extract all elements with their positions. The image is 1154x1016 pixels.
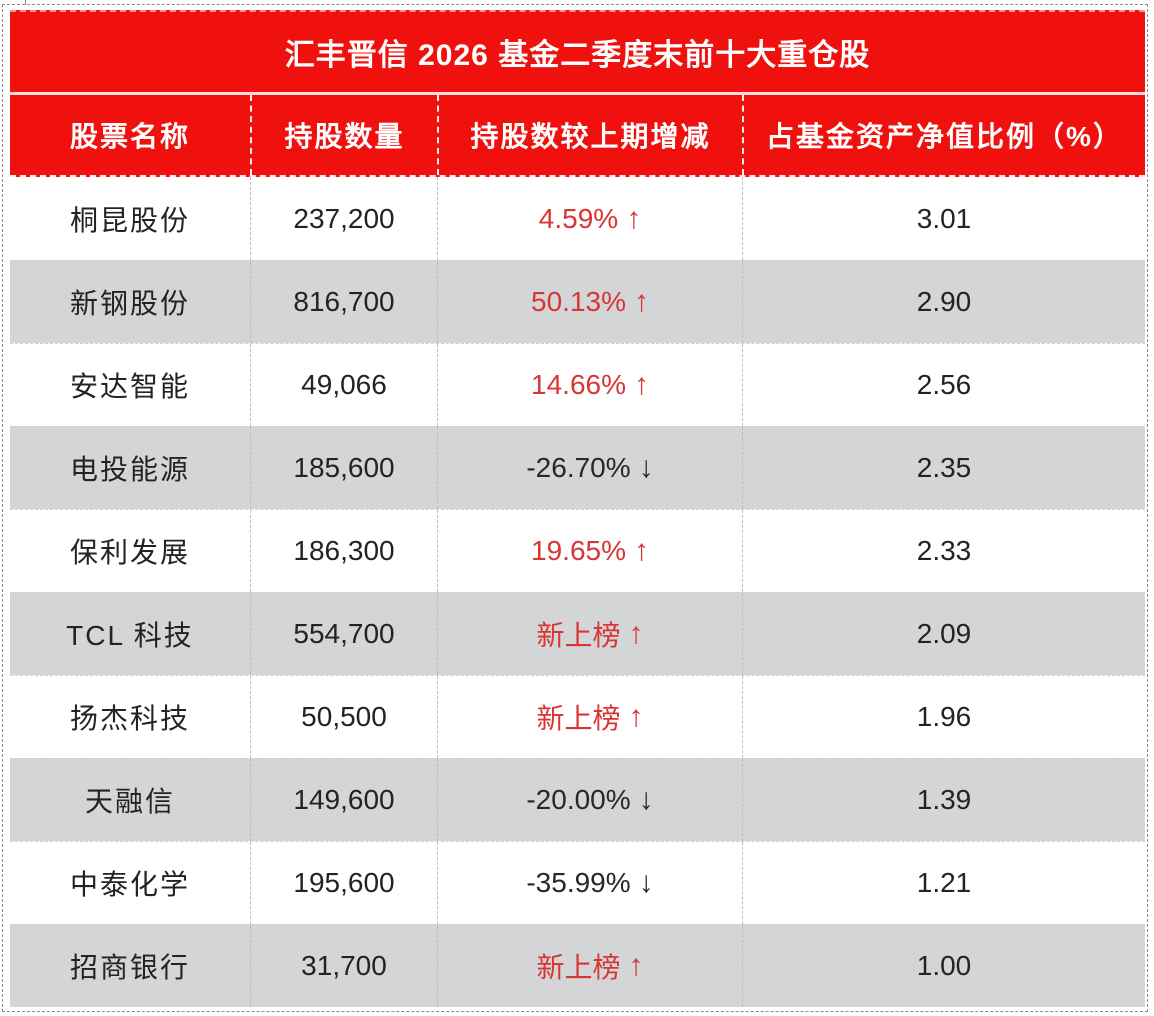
change-value: 14.66% — [531, 369, 626, 400]
change-cell: 4.59% ↑ — [437, 177, 742, 260]
quantity-cell: 149,600 — [250, 759, 437, 841]
change-cell: 新上榜 ↑ — [437, 925, 742, 1007]
nav-ratio-cell: 1.96 — [742, 676, 1145, 758]
nav-ratio-cell: 1.39 — [742, 759, 1145, 841]
quantity-cell: 816,700 — [250, 261, 437, 343]
trend-arrow-icon: ↑ — [633, 534, 649, 567]
quantity-cell: 31,700 — [250, 925, 437, 1007]
quantity-cell: 554,700 — [250, 593, 437, 675]
quantity-cell: 185,600 — [250, 427, 437, 509]
stock-name-cell: 保利发展 — [69, 537, 190, 568]
change-value: 19.65% — [531, 535, 626, 566]
quantity-cell: 237,200 — [250, 177, 437, 260]
table-row: 安达智能 49,066 14.66% ↑ 2.56 — [10, 343, 1145, 426]
table-row: 招商银行 31,700 新上榜 ↑ 1.00 — [10, 924, 1145, 1007]
header-cell-stock-name: 股票名称 — [69, 121, 190, 152]
change-cell: -35.99% ↓ — [437, 842, 742, 924]
nav-ratio-cell: 2.56 — [742, 344, 1145, 426]
change-value: 4.59% — [538, 202, 619, 234]
stock-name-cell: 天融信 — [84, 786, 175, 817]
trend-arrow-icon: ↑ — [626, 201, 642, 235]
change-value: 新上榜 — [536, 952, 621, 983]
table-body: 桐昆股份 237,200 4.59% ↑ 3.01 新钢股份 816,700 5… — [10, 177, 1145, 1007]
quantity-cell: 195,600 — [250, 842, 437, 924]
change-value: 50.13% — [531, 286, 626, 317]
nav-ratio-cell: 1.00 — [742, 925, 1145, 1007]
change-value: 新上榜 — [536, 620, 621, 651]
trend-arrow-icon: ↑ — [628, 617, 644, 650]
trend-arrow-icon: ↓ — [638, 783, 654, 816]
change-cell: 新上榜 ↑ — [437, 676, 742, 758]
stock-name-cell: TCL 科技 — [66, 620, 194, 651]
trend-arrow-icon: ↑ — [628, 700, 644, 733]
header-cell-quantity: 持股数量 — [250, 95, 437, 175]
table-row: 天融信 149,600 -20.00% ↓ 1.39 — [10, 758, 1145, 841]
table-row: 中泰化学 195,600 -35.99% ↓ 1.21 — [10, 841, 1145, 924]
nav-ratio-cell: 2.90 — [742, 261, 1145, 343]
stock-name-cell: 扬杰科技 — [69, 703, 190, 734]
stock-name-cell: 中泰化学 — [69, 869, 190, 900]
nav-ratio-cell: 2.33 — [742, 510, 1145, 592]
change-value: -20.00% — [526, 784, 631, 815]
header-cell-change: 持股数较上期增减 — [437, 95, 742, 175]
change-cell: 新上榜 ↑ — [437, 593, 742, 675]
nav-ratio-cell: 1.21 — [742, 842, 1145, 924]
change-value: -35.99% — [526, 867, 631, 898]
table-header-row: 股票名称 持股数量 持股数较上期增减 占基金资产净值比例（%） — [10, 95, 1145, 177]
trend-arrow-icon: ↑ — [633, 368, 649, 401]
change-cell: 50.13% ↑ — [437, 261, 742, 343]
nav-ratio-cell: 2.09 — [742, 593, 1145, 675]
quantity-cell: 50,500 — [250, 676, 437, 758]
change-value: -26.70% — [526, 452, 631, 483]
stock-name-cell: 桐昆股份 — [69, 204, 190, 236]
trend-arrow-icon: ↑ — [633, 285, 649, 318]
trend-arrow-icon: ↓ — [638, 451, 654, 484]
change-cell: 19.65% ↑ — [437, 510, 742, 592]
trend-arrow-icon: ↓ — [638, 866, 654, 899]
stock-name-cell: 安达智能 — [69, 371, 190, 402]
table-row: TCL 科技 554,700 新上榜 ↑ 2.09 — [10, 592, 1145, 675]
quantity-cell: 186,300 — [250, 510, 437, 592]
stock-name-cell: 电投能源 — [69, 454, 190, 485]
sheet-gridline-tick — [25, 0, 26, 5]
change-cell: -26.70% ↓ — [437, 427, 742, 509]
table-title: 汇丰晋信 2026 基金二季度末前十大重仓股 — [10, 10, 1145, 95]
table-row: 电投能源 185,600 -26.70% ↓ 2.35 — [10, 426, 1145, 509]
stock-name-cell: 招商银行 — [69, 952, 190, 983]
change-cell: -20.00% ↓ — [437, 759, 742, 841]
nav-ratio-cell: 2.35 — [742, 427, 1145, 509]
table-row: 新钢股份 816,700 50.13% ↑ 2.90 — [10, 260, 1145, 343]
table-row: 保利发展 186,300 19.65% ↑ 2.33 — [10, 509, 1145, 592]
change-cell: 14.66% ↑ — [437, 344, 742, 426]
stock-name-cell: 新钢股份 — [69, 288, 190, 319]
table-row: 扬杰科技 50,500 新上榜 ↑ 1.96 — [10, 675, 1145, 758]
holdings-table: 汇丰晋信 2026 基金二季度末前十大重仓股 股票名称 持股数量 持股数较上期增… — [10, 10, 1145, 1007]
table-row: 桐昆股份 237,200 4.59% ↑ 3.01 — [10, 177, 1145, 260]
nav-ratio-cell: 3.01 — [742, 177, 1145, 260]
trend-arrow-icon: ↑ — [628, 949, 644, 982]
quantity-cell: 49,066 — [250, 344, 437, 426]
change-value: 新上榜 — [536, 703, 621, 734]
header-cell-nav-ratio: 占基金资产净值比例（%） — [742, 95, 1145, 175]
